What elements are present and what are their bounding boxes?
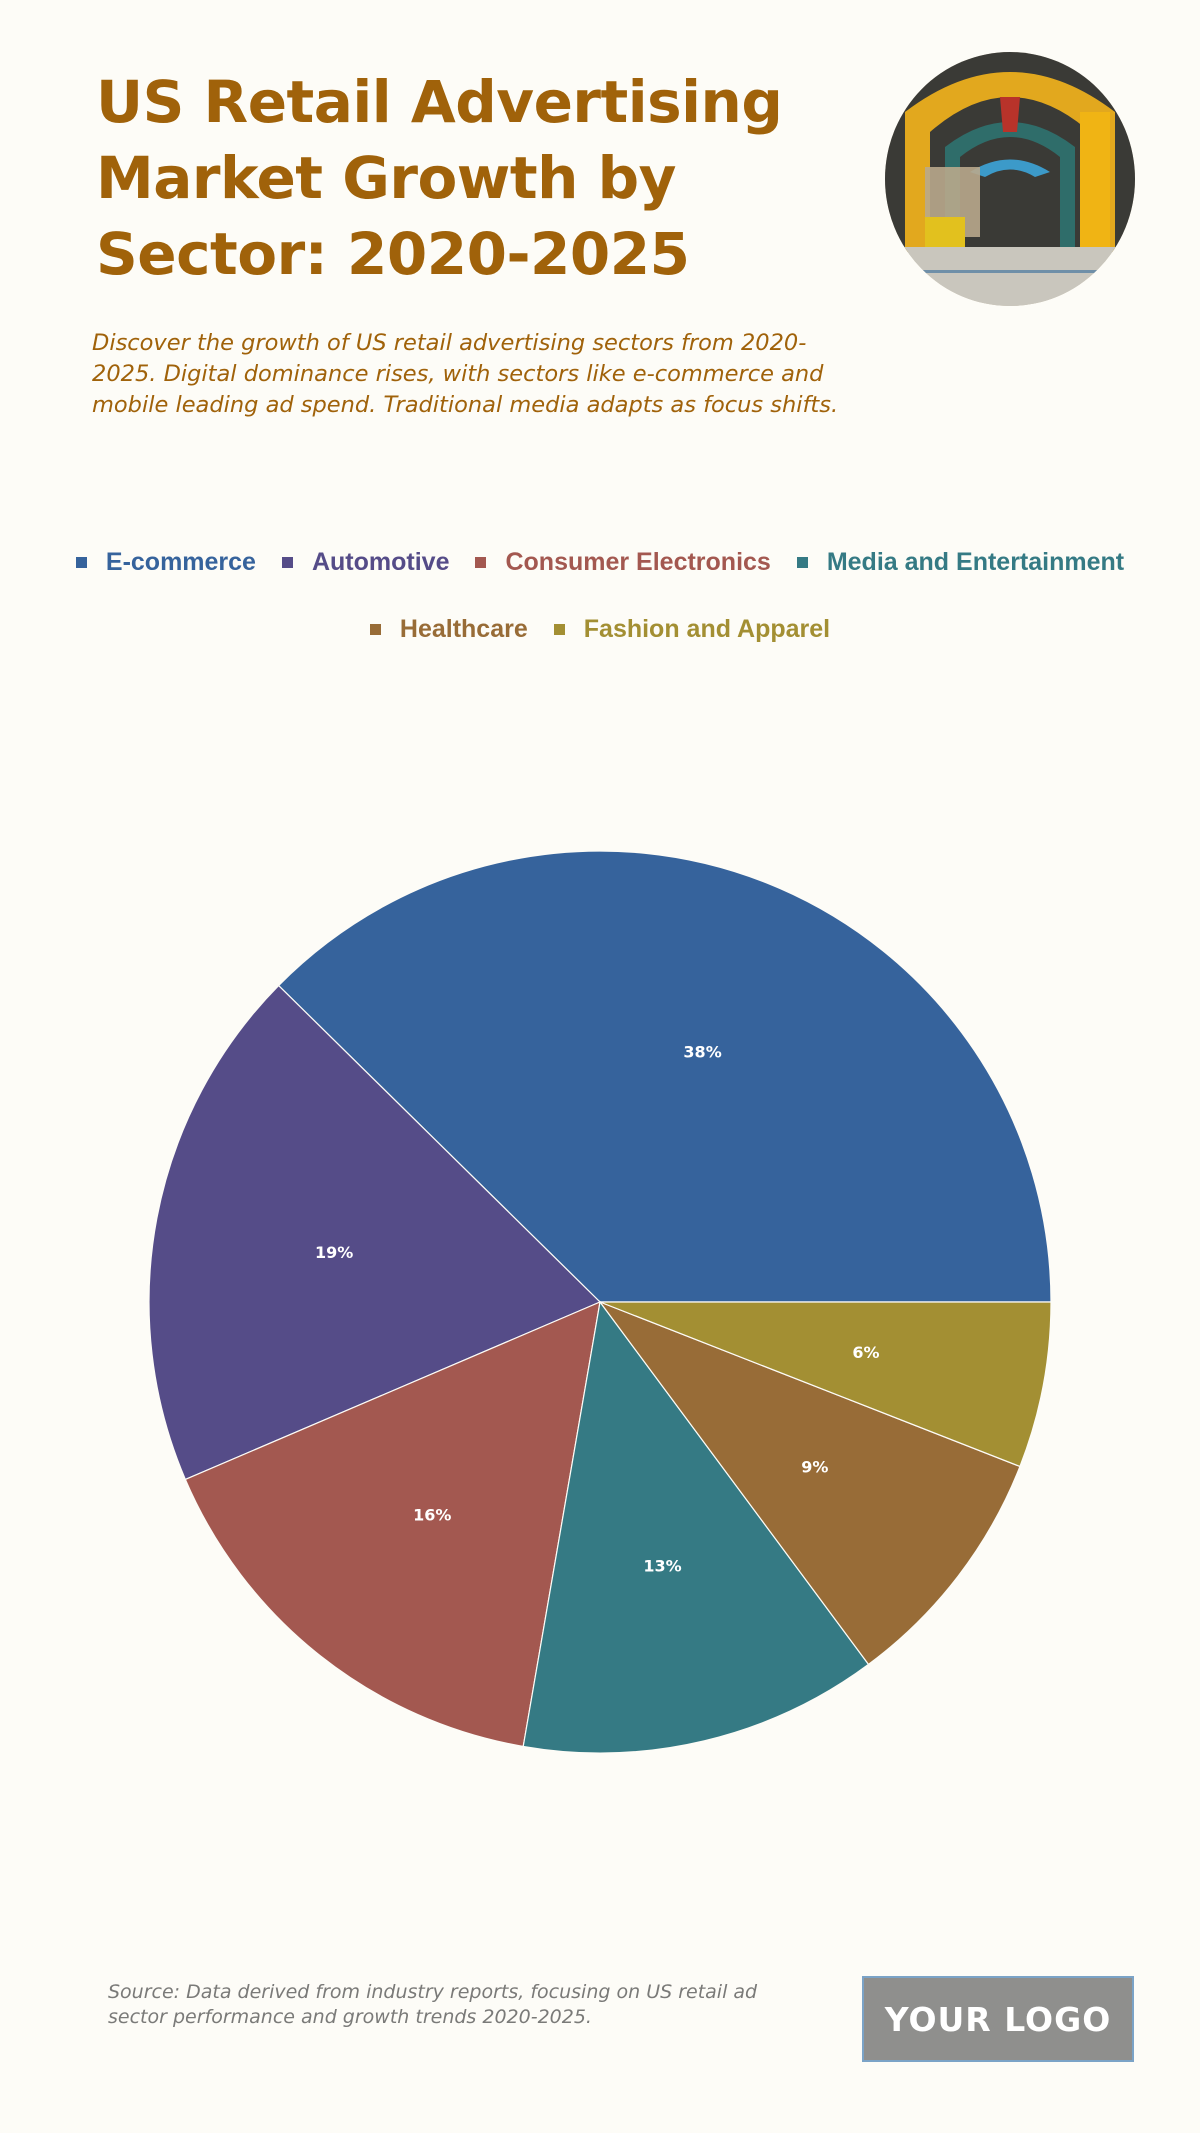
slice-label: 9% bbox=[801, 1457, 828, 1476]
storefront-photo-icon bbox=[885, 52, 1135, 306]
pie-slice-consumer-electronics[interactable] bbox=[184, 1301, 601, 1748]
square-icon bbox=[475, 557, 487, 568]
slice-label: 38% bbox=[683, 1043, 721, 1062]
pie-slice-automotive[interactable] bbox=[148, 984, 602, 1481]
page-subtitle: Discover the growth of US retail adverti… bbox=[92, 330, 839, 418]
legend-label: E-commerce bbox=[105, 548, 256, 576]
pie-slice-healthcare[interactable] bbox=[598, 1300, 1021, 1666]
slice-label: 19% bbox=[315, 1243, 353, 1262]
slice-label: 6% bbox=[852, 1343, 879, 1362]
logo-placeholder: YOUR LOGO bbox=[862, 1976, 1134, 2062]
legend-label: Healthcare bbox=[399, 615, 528, 643]
legend-label: Fashion and Apparel bbox=[583, 615, 831, 643]
legend-item-media-entertainment[interactable]: Media and Entertainment bbox=[796, 548, 1125, 577]
source-note: Source: Data derived from industry repor… bbox=[108, 1981, 758, 2028]
legend-item-e-commerce[interactable]: E-commerce bbox=[75, 548, 256, 577]
legend-label: Media and Entertainment bbox=[826, 548, 1125, 576]
chart-legend-row-1: E-commerce Automotive Consumer Electroni… bbox=[0, 548, 1200, 577]
legend-item-fashion-apparel[interactable]: Fashion and Apparel bbox=[553, 615, 831, 644]
legend-item-healthcare[interactable]: Healthcare bbox=[369, 615, 528, 644]
slice-label: 13% bbox=[643, 1556, 681, 1575]
slice-label: 16% bbox=[413, 1505, 451, 1524]
legend-label: Consumer Electronics bbox=[505, 548, 771, 576]
logo-text: YOUR LOGO bbox=[884, 1999, 1112, 2039]
square-icon bbox=[796, 557, 808, 568]
header-photo bbox=[885, 52, 1135, 306]
legend-label: Automotive bbox=[311, 548, 450, 576]
square-icon bbox=[369, 624, 381, 635]
square-icon bbox=[75, 557, 87, 568]
square-icon bbox=[281, 557, 293, 568]
pie-slice-media-and-entertainment[interactable] bbox=[522, 1300, 870, 1754]
chart-legend-row-2: Healthcare Fashion and Apparel bbox=[0, 615, 1200, 644]
legend-item-consumer-electronics[interactable]: Consumer Electronics bbox=[475, 548, 771, 577]
page-title: US Retail Advertising Market Growth by S… bbox=[96, 68, 783, 288]
pie-slice-fashion-and-apparel[interactable] bbox=[599, 1301, 1052, 1468]
legend-item-automotive[interactable]: Automotive bbox=[281, 548, 450, 577]
square-icon bbox=[553, 624, 565, 635]
pie-slice-e-commerce[interactable] bbox=[277, 850, 1052, 1303]
